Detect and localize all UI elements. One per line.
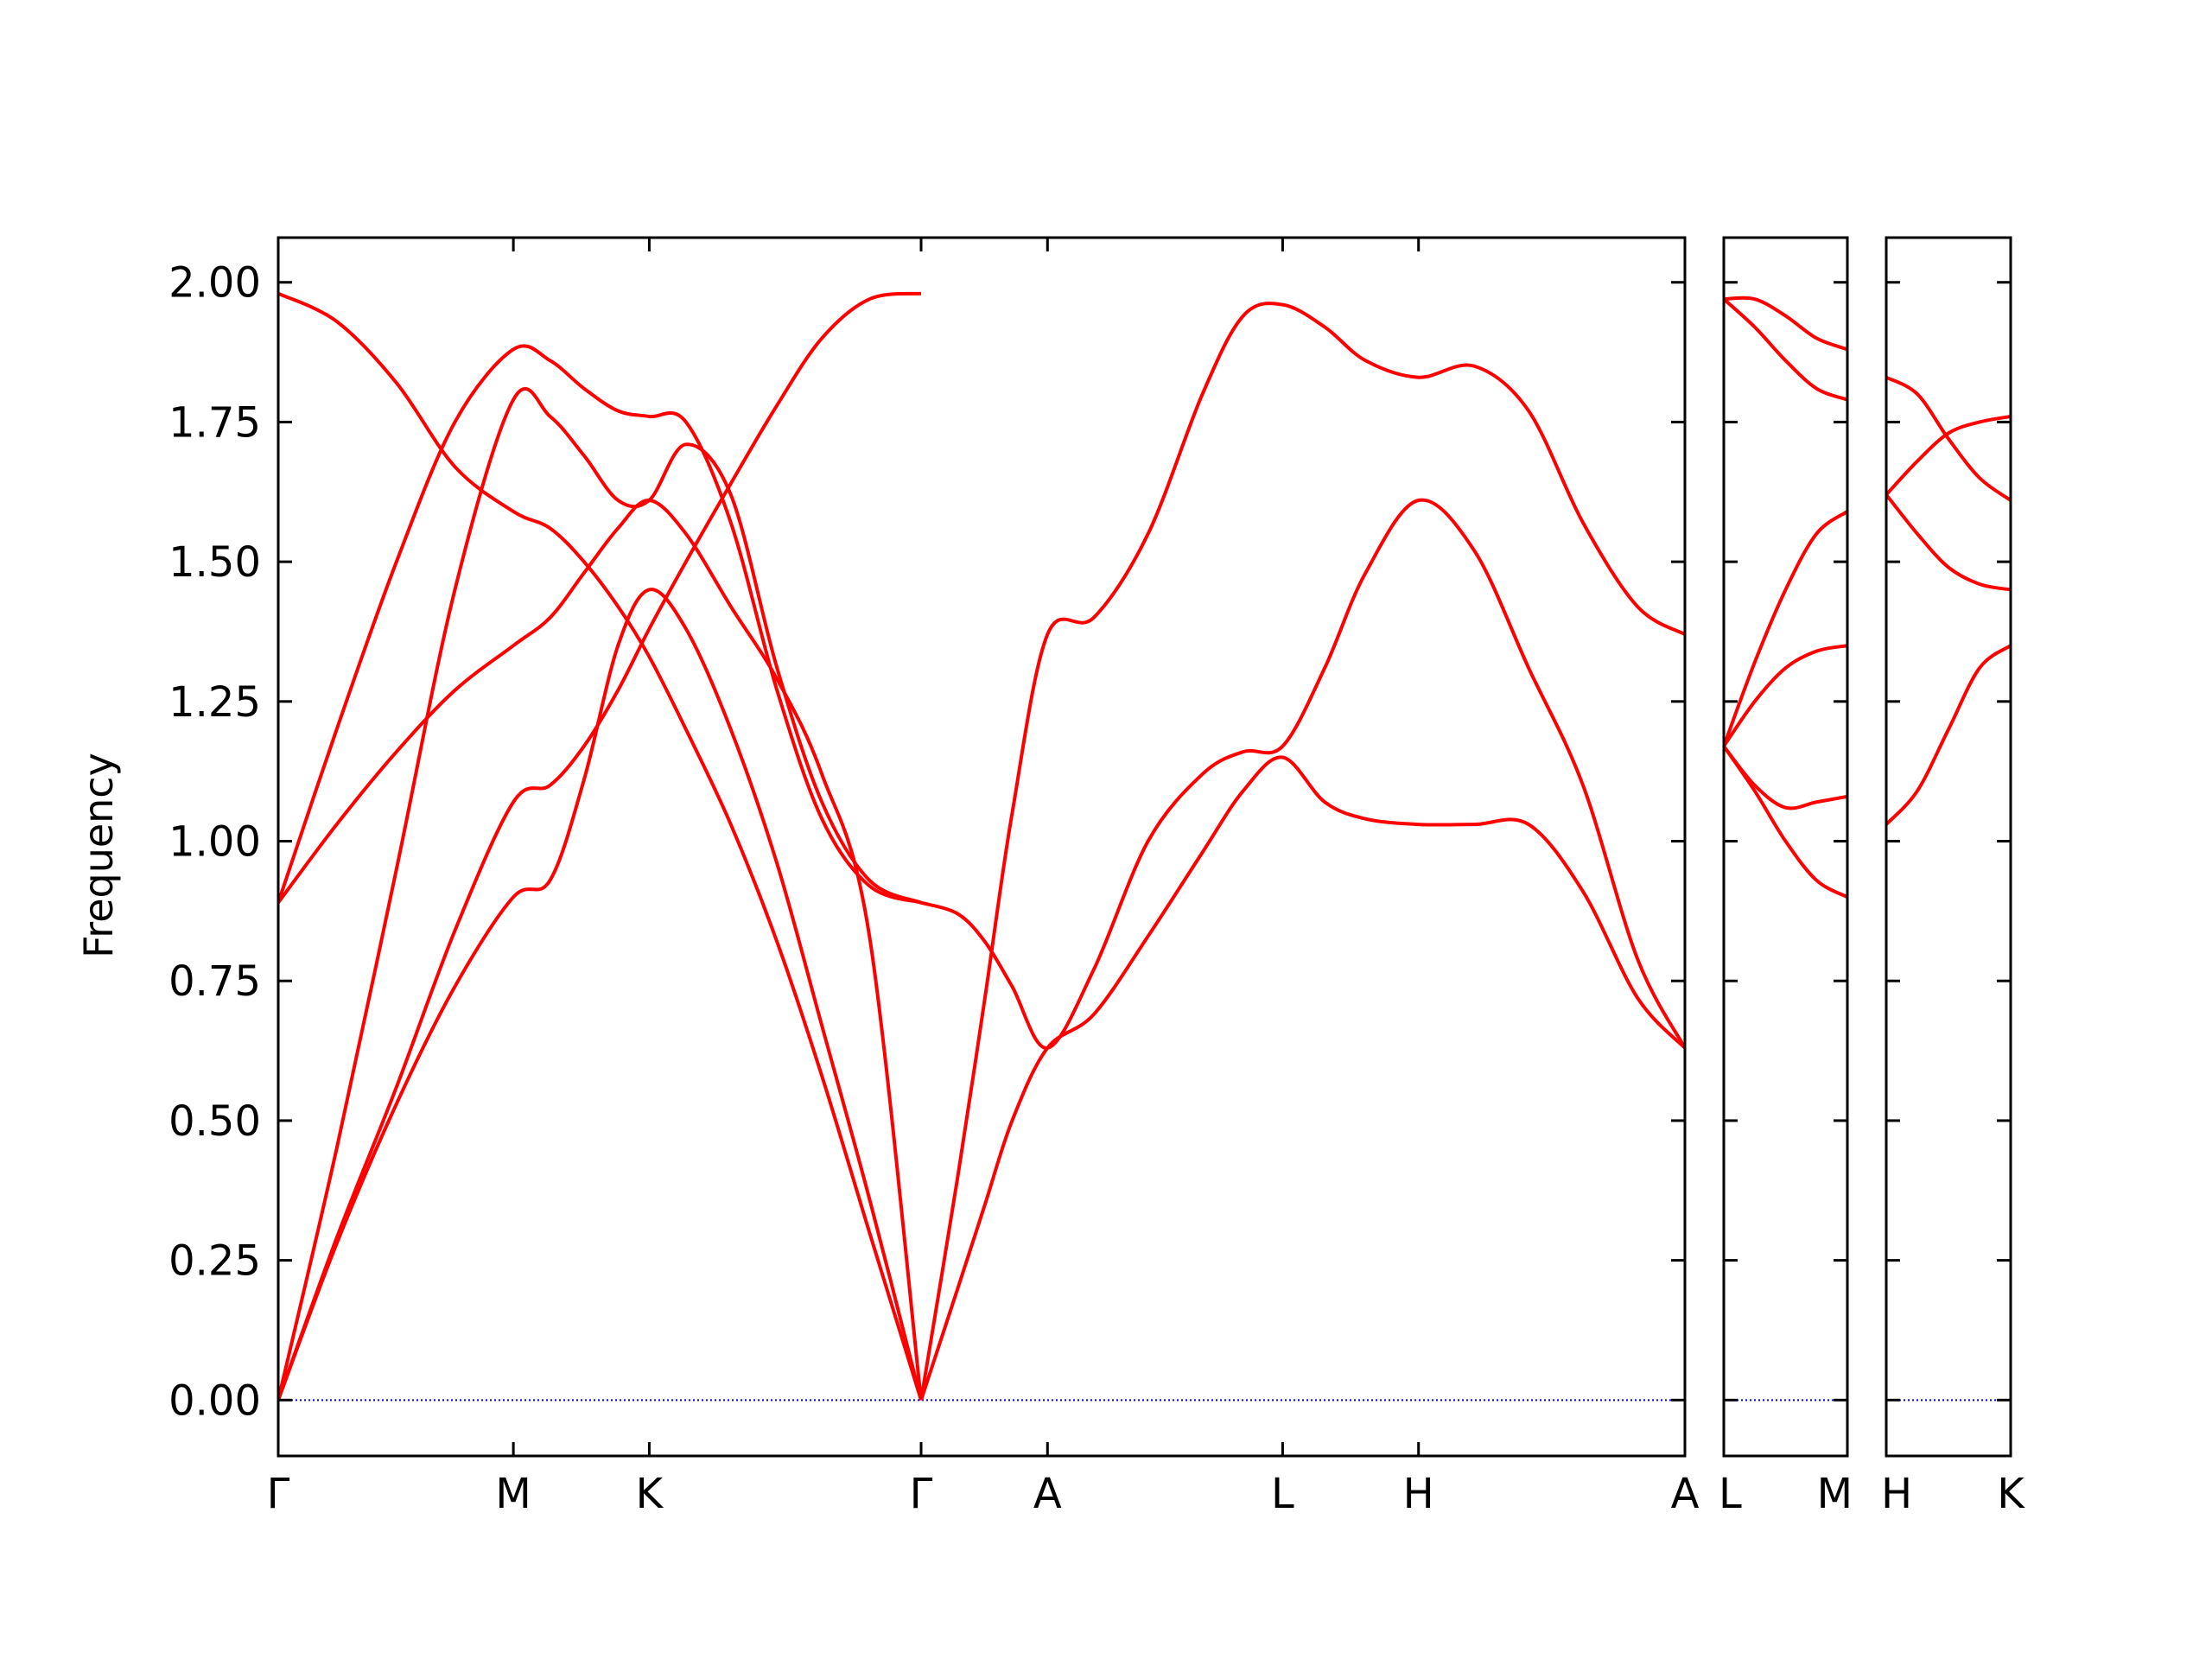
x-tick-label-Γ: Γ [910,1470,933,1518]
x-tick-label-H: H [1403,1470,1434,1518]
y-axis-label: Frequency [75,753,122,958]
band-line-6 [278,344,922,905]
x-tick-label-L: L [1719,1470,1742,1518]
band-line-9 [920,498,1685,1050]
bands [1886,375,2011,826]
x-tick-label-L: L [1271,1470,1294,1518]
y-tick-label: 1.75 [168,398,261,447]
y-tick-label: 0.50 [168,1097,261,1146]
y-tick-label: 2.00 [168,259,261,308]
band-line-6 [1724,296,1847,352]
band-line-2 [1886,493,2011,592]
y-axis: 0.00 0.25 0.50 0.75 1.00 1.25 1.50 1.75 2.00 [168,259,261,1426]
band-line-5 [1724,297,1847,402]
plot-frame [1722,236,1849,1458]
y-tick-label: 0.25 [168,1237,261,1286]
y-tick-label: 1.00 [168,818,261,867]
band-line-4 [278,291,923,1401]
band-line-1 [1886,644,2011,826]
band-line-2 [1724,745,1847,810]
band-line-4 [1886,375,2011,502]
plot-frame [1885,236,2012,1458]
band-line-7 [919,755,1685,1401]
y-tick-label: 0.75 [168,957,261,1006]
bands [278,291,1685,1402]
x-tick-label-A: A [1033,1470,1062,1518]
bands [1724,296,1847,899]
x-tick-label-H: H [1881,1470,1912,1518]
band-line-3 [278,498,923,1401]
band-line-3 [1724,644,1847,747]
band-line-1 [278,588,923,1402]
x-tick-label-M: M [495,1470,531,1518]
plot-frame [276,236,1687,1458]
band-line-5 [278,387,922,1401]
band-line-4 [1724,510,1847,747]
band-line-3 [1886,414,2011,496]
y-tick-label: 0.00 [168,1376,261,1425]
band-line-8 [919,302,1685,1401]
x-tick-label-A: A [1671,1470,1700,1518]
x-tick-label-Γ: Γ [267,1470,290,1518]
x-tick-label-K: K [1997,1470,2025,1518]
x-tick-label-M: M [1817,1470,1853,1518]
x-tick-label-K: K [636,1470,664,1518]
y-tick-label: 1.50 [168,538,261,587]
band-line-2 [278,291,922,1401]
y-tick-label: 1.25 [168,678,261,727]
